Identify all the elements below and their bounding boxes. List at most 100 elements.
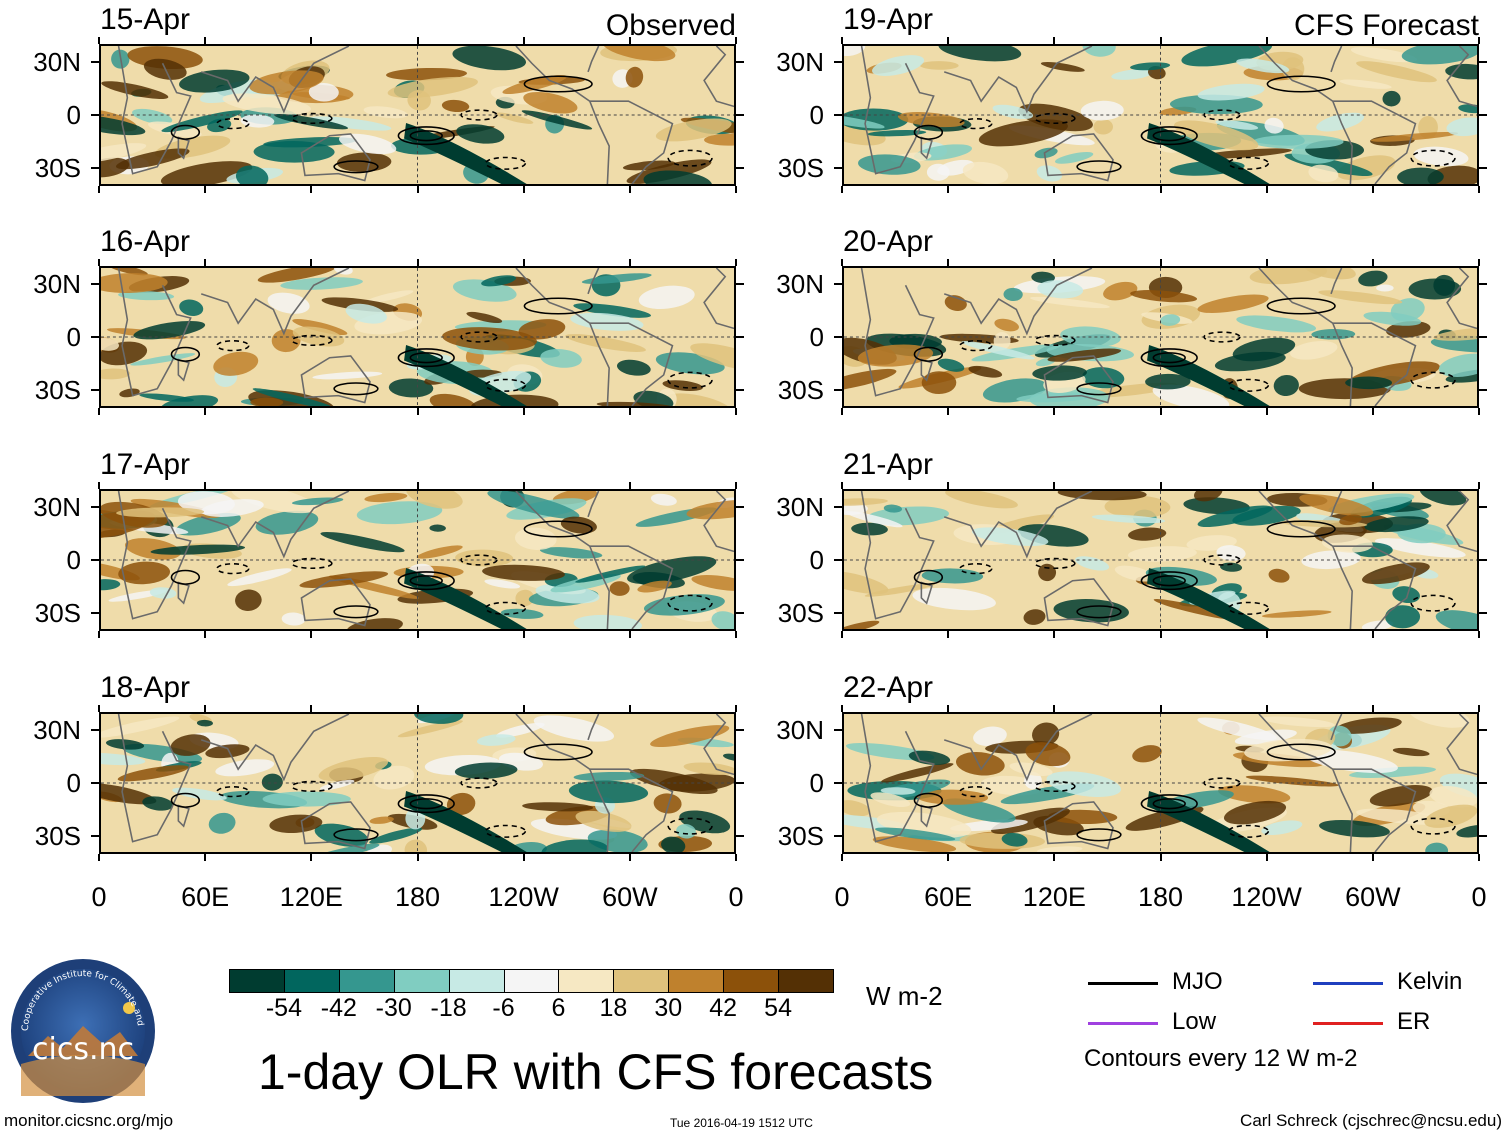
mjo-contour-enhanced: [913, 124, 944, 140]
olr-anomaly-blob: [250, 397, 284, 406]
coastline: [703, 714, 734, 776]
map-panel-22-apr: [842, 712, 1479, 854]
olr-anomaly-blob: [655, 118, 732, 142]
olr-anomaly-blob: [1264, 117, 1284, 134]
olr-anomaly-blob: [1273, 374, 1299, 397]
colorbar-swatch: [448, 969, 505, 993]
olr-anomaly-blob: [1197, 505, 1273, 528]
coastline: [589, 545, 674, 629]
lat-tick-mark: [736, 167, 744, 170]
lon-tick-mark: [1053, 482, 1056, 489]
olr-anomaly-blob: [407, 90, 431, 111]
olr-anomaly-blob: [1093, 118, 1113, 135]
lon-tick-mark: [204, 631, 207, 638]
olr-anomaly-blob: [1132, 745, 1162, 763]
colorbar-swatch: [338, 969, 395, 993]
olr-anomaly-blob: [196, 719, 213, 727]
forecast-label: CFS Forecast: [1293, 9, 1479, 42]
coastline: [200, 714, 350, 782]
olr-anomaly-blob: [280, 277, 363, 290]
olr-anomaly-blob: [269, 814, 323, 834]
olr-anomaly-blob: [1104, 495, 1171, 519]
lat-tick-mark: [91, 612, 99, 615]
map-panel-16-apr: [99, 266, 736, 408]
coastline: [117, 46, 192, 175]
coastline: [300, 355, 371, 404]
lon-tick-mark: [98, 854, 100, 861]
mjo-contour-suppressed: [460, 331, 498, 343]
lon-tick-mark: [1053, 854, 1056, 861]
lon-tick-mark: [310, 186, 313, 193]
lat-tick-mark: [1479, 505, 1487, 508]
footer-url[interactable]: monitor.cicsnc.org/mjo: [4, 1111, 174, 1130]
olr-anomaly-blob: [1445, 368, 1477, 383]
mjo-contour-enhanced: [523, 743, 593, 761]
lon-tick-mark: [1265, 854, 1268, 861]
cics-logo: Cooperative Institute for Climate and Sa…: [5, 949, 158, 1106]
olr-anomaly-blob: [994, 318, 1019, 332]
panel-date-label: 19-Apr: [843, 3, 934, 36]
lon-tick-mark: [1478, 408, 1480, 415]
lon-tick-mark: [947, 37, 950, 44]
lat-tick-mark: [834, 389, 842, 392]
olr-anomaly-blob: [346, 618, 403, 629]
olr-anomaly-blob: [292, 318, 348, 336]
lat-tick-label: 30N: [33, 268, 81, 299]
lon-tick-mark: [628, 631, 631, 638]
olr-anomaly-blob: [369, 827, 423, 844]
coastline: [117, 491, 192, 620]
olr-anomaly-blob: [1245, 775, 1339, 787]
olr-anomaly-blob: [132, 108, 173, 125]
lon-tick-mark: [1478, 631, 1480, 638]
lon-tick-label: 120W: [1231, 882, 1302, 912]
olr-anomaly-blob: [122, 743, 203, 764]
colorbar-tick-label: -6: [492, 994, 515, 1022]
olr-anomaly-blob: [897, 112, 965, 128]
mjo-contour-enhanced: [1140, 571, 1198, 591]
olr-anomaly-blob: [495, 112, 534, 124]
lon-tick-mark: [204, 259, 207, 266]
olr-anomaly-blob: [1435, 610, 1477, 629]
lon-tick-label: 0: [1471, 882, 1487, 912]
lon-tick-mark: [98, 37, 100, 44]
lon-tick-mark: [98, 705, 100, 712]
lon-tick-mark: [735, 854, 737, 861]
mjo-contour-enhanced: [913, 346, 944, 362]
olr-anomaly-blob: [870, 792, 911, 808]
olr-anomaly-blob: [249, 70, 324, 95]
olr-anomaly-blob: [1392, 586, 1420, 604]
olr-anomaly-blob: [851, 522, 888, 536]
map-panel-18-apr: [99, 712, 736, 854]
panel-date-label: 18-Apr: [100, 671, 191, 704]
olr-anomaly-blob: [1308, 164, 1339, 183]
mjo-contour-suppressed: [484, 156, 527, 170]
mjo-contour-suppressed: [1203, 109, 1241, 121]
coastline: [200, 268, 350, 336]
mjo-contour-suppressed: [1034, 780, 1076, 793]
lon-tick-mark: [1371, 482, 1374, 489]
coastline: [1446, 714, 1477, 776]
olr-anomaly-blob: [205, 744, 250, 759]
olr-anomaly-blob: [1456, 824, 1477, 838]
lon-tick-label: 0: [728, 882, 744, 912]
coastline: [515, 268, 610, 406]
lon-tick-mark: [98, 408, 100, 415]
lat-tick-label: 0: [66, 545, 81, 575]
lat-tick-mark: [1479, 559, 1487, 561]
lon-tick-mark: [628, 186, 631, 193]
mjo-contour-enhanced: [1152, 352, 1186, 364]
lat-tick-mark: [91, 782, 99, 784]
olr-anomaly-blob: [1047, 348, 1122, 362]
colorbar-swatch: [668, 969, 725, 993]
colorbar-units: W m-2: [866, 981, 943, 1011]
olr-anomaly-blob: [261, 773, 283, 791]
olr-anomaly-blob: [1382, 90, 1401, 107]
lon-tick-mark: [628, 482, 631, 489]
olr-anomaly-blob: [872, 55, 925, 76]
olr-anomaly-blob: [1358, 270, 1388, 287]
lat-tick-mark: [834, 336, 842, 338]
lon-tick-mark: [947, 482, 950, 489]
mjo-contour-enhanced: [170, 346, 201, 362]
coastline: [589, 100, 674, 184]
olr-anomaly-blob: [116, 507, 205, 518]
